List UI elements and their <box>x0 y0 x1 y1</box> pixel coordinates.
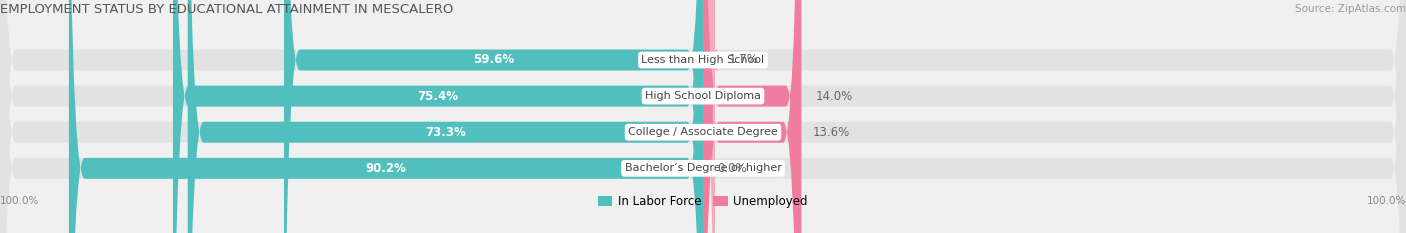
Text: High School Diploma: High School Diploma <box>645 91 761 101</box>
Text: 100.0%: 100.0% <box>0 196 39 206</box>
Text: Bachelor’s Degree or higher: Bachelor’s Degree or higher <box>624 163 782 173</box>
Text: Less than High School: Less than High School <box>641 55 765 65</box>
Text: 14.0%: 14.0% <box>815 90 852 103</box>
Text: 75.4%: 75.4% <box>418 90 458 103</box>
FancyBboxPatch shape <box>703 0 801 233</box>
FancyBboxPatch shape <box>284 0 703 233</box>
FancyBboxPatch shape <box>69 0 703 233</box>
Text: 59.6%: 59.6% <box>472 54 515 66</box>
FancyBboxPatch shape <box>173 0 703 233</box>
Text: 0.0%: 0.0% <box>717 162 747 175</box>
FancyBboxPatch shape <box>188 0 703 233</box>
Text: College / Associate Degree: College / Associate Degree <box>628 127 778 137</box>
Text: 90.2%: 90.2% <box>366 162 406 175</box>
Text: 100.0%: 100.0% <box>1367 196 1406 206</box>
Text: 13.6%: 13.6% <box>813 126 849 139</box>
Text: EMPLOYMENT STATUS BY EDUCATIONAL ATTAINMENT IN MESCALERO: EMPLOYMENT STATUS BY EDUCATIONAL ATTAINM… <box>0 3 453 16</box>
FancyBboxPatch shape <box>699 0 718 233</box>
Text: 73.3%: 73.3% <box>425 126 465 139</box>
Text: 1.7%: 1.7% <box>728 54 759 66</box>
Legend: In Labor Force, Unemployed: In Labor Force, Unemployed <box>598 195 808 209</box>
FancyBboxPatch shape <box>703 0 799 233</box>
Text: Source: ZipAtlas.com: Source: ZipAtlas.com <box>1295 4 1406 14</box>
